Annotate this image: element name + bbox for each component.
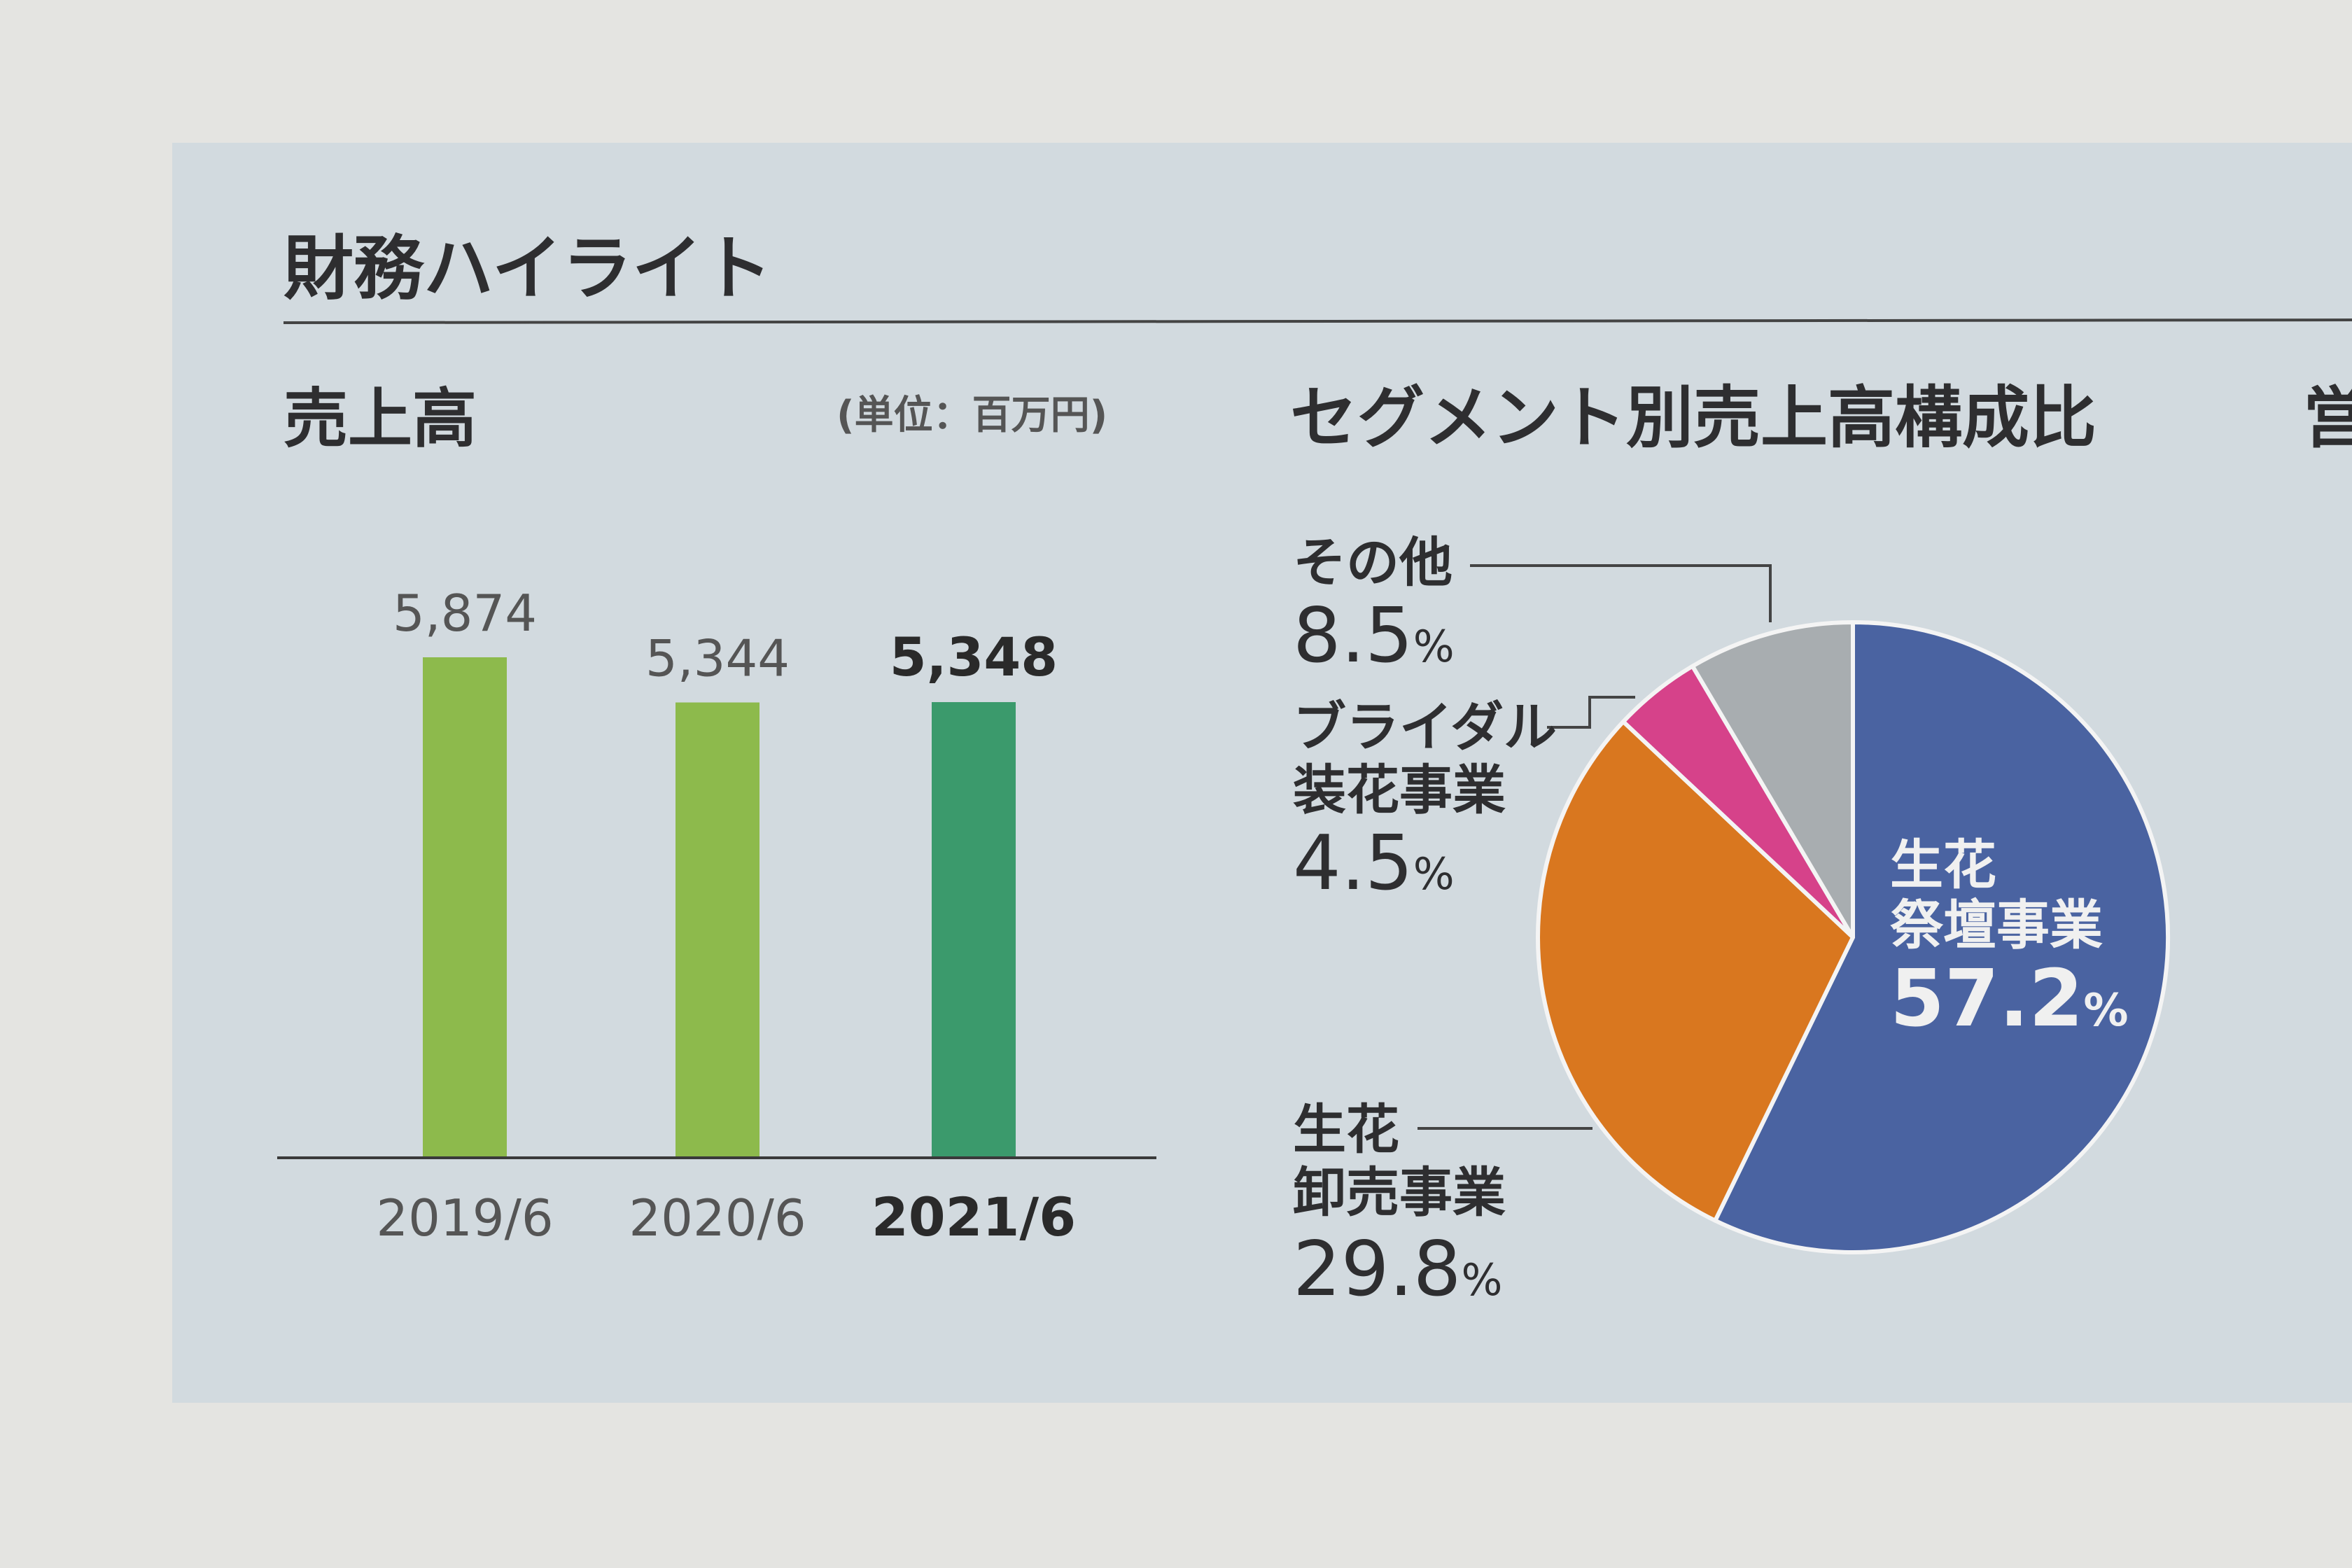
leader-lines (1418, 564, 1772, 1130)
pie-slice-3 (1690, 620, 1855, 939)
slice-label: ブライダル (1293, 696, 1557, 758)
slice-label: 装花事業 (1293, 759, 1506, 821)
bar-value-label: 5,348 (890, 626, 1058, 688)
unit-note: (単位：百万円) (836, 393, 1107, 438)
label-wholesale: 生花 卸売事業 29.8% (1293, 1098, 1506, 1313)
x-tick-label: 2020/6 (629, 1189, 806, 1247)
bar-series: 5,874 2019/6 5,344 2020/6 5,348 2021/6 (376, 584, 1076, 1248)
pie-slices (1536, 620, 2170, 1254)
slice-value: 4.5% (1293, 820, 1455, 907)
segment-chart-title: セグメント別売上高構成比 (1290, 379, 2096, 457)
x-tick-label: 2019/6 (376, 1189, 553, 1247)
slice-value: 57.2% (1890, 953, 2128, 1044)
slice-label: 生花 (1293, 1098, 1399, 1161)
leader-line-other (1470, 564, 1772, 622)
bar-2021/6 (932, 702, 1016, 1158)
slice-label: その他 (1293, 531, 1452, 594)
label-altar: 生花 祭壇事業 57.2% (1890, 834, 2128, 1044)
pie-slice-0 (1713, 620, 2170, 1254)
section-rule (283, 318, 2352, 324)
slice-label: 祭壇事業 (1890, 894, 2103, 956)
slice-label: 卸売事業 (1293, 1161, 1506, 1224)
bar-value-label: 5,344 (645, 629, 790, 688)
next-section-partial-title: 営 (2303, 380, 2352, 457)
label-bridal: ブライダル 装花事業 4.5% (1293, 696, 1557, 907)
bar-2020/6 (676, 702, 760, 1158)
slice-label: 生花 (1890, 834, 1996, 896)
bar-2019/6 (423, 657, 507, 1158)
section-title: 財務ハイライト (284, 227, 772, 309)
bar-value-label: 5,874 (393, 584, 537, 643)
slice-value: 8.5% (1293, 592, 1455, 680)
leader-line-bridal (1547, 696, 1635, 729)
x-tick-label: 2021/6 (872, 1186, 1076, 1248)
sales-chart-title: 売上高 (284, 382, 477, 456)
label-other: その他 8.5% (1293, 531, 1455, 680)
pie-slice-1 (1536, 719, 1855, 1223)
slice-value: 29.8% (1293, 1226, 1502, 1313)
